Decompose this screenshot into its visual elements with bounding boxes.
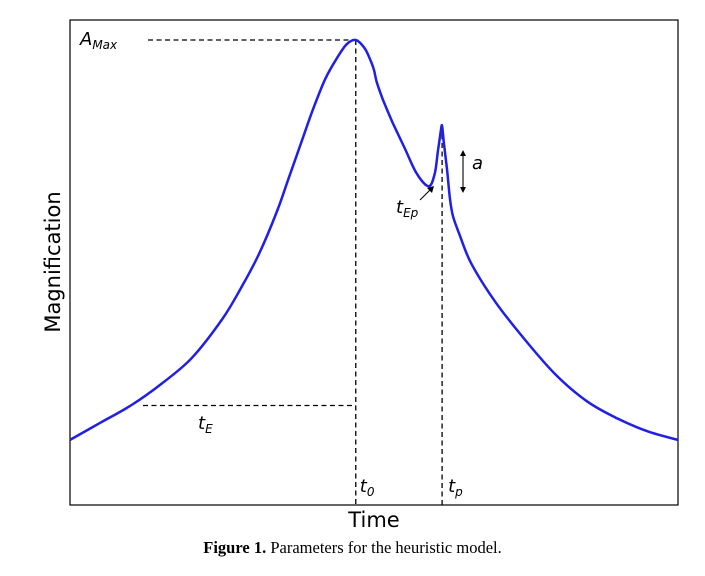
tep-annotation: tEp bbox=[396, 197, 419, 220]
magnification-curve bbox=[69, 38, 679, 442]
x-axis-label: Time bbox=[347, 508, 399, 532]
te-annotation: tE bbox=[198, 413, 213, 436]
amplitude-annotation: a bbox=[472, 153, 483, 174]
y-axis-label: Magnification bbox=[41, 191, 65, 332]
guide-lines bbox=[142, 39, 443, 505]
amplitude-arrow bbox=[460, 150, 466, 193]
figure-caption-text: Parameters for the heuristic model. bbox=[266, 538, 502, 557]
figure-caption: Figure 1. Parameters for the heuristic m… bbox=[0, 538, 705, 558]
amax-annotation: AMax bbox=[79, 29, 118, 52]
tp-annotation: tp bbox=[448, 476, 463, 499]
plot-frame bbox=[69, 19, 679, 506]
t0-annotation: t0 bbox=[360, 476, 375, 499]
tep-pointer-arrow bbox=[419, 186, 434, 201]
figure-caption-label: Figure 1. bbox=[203, 538, 267, 557]
